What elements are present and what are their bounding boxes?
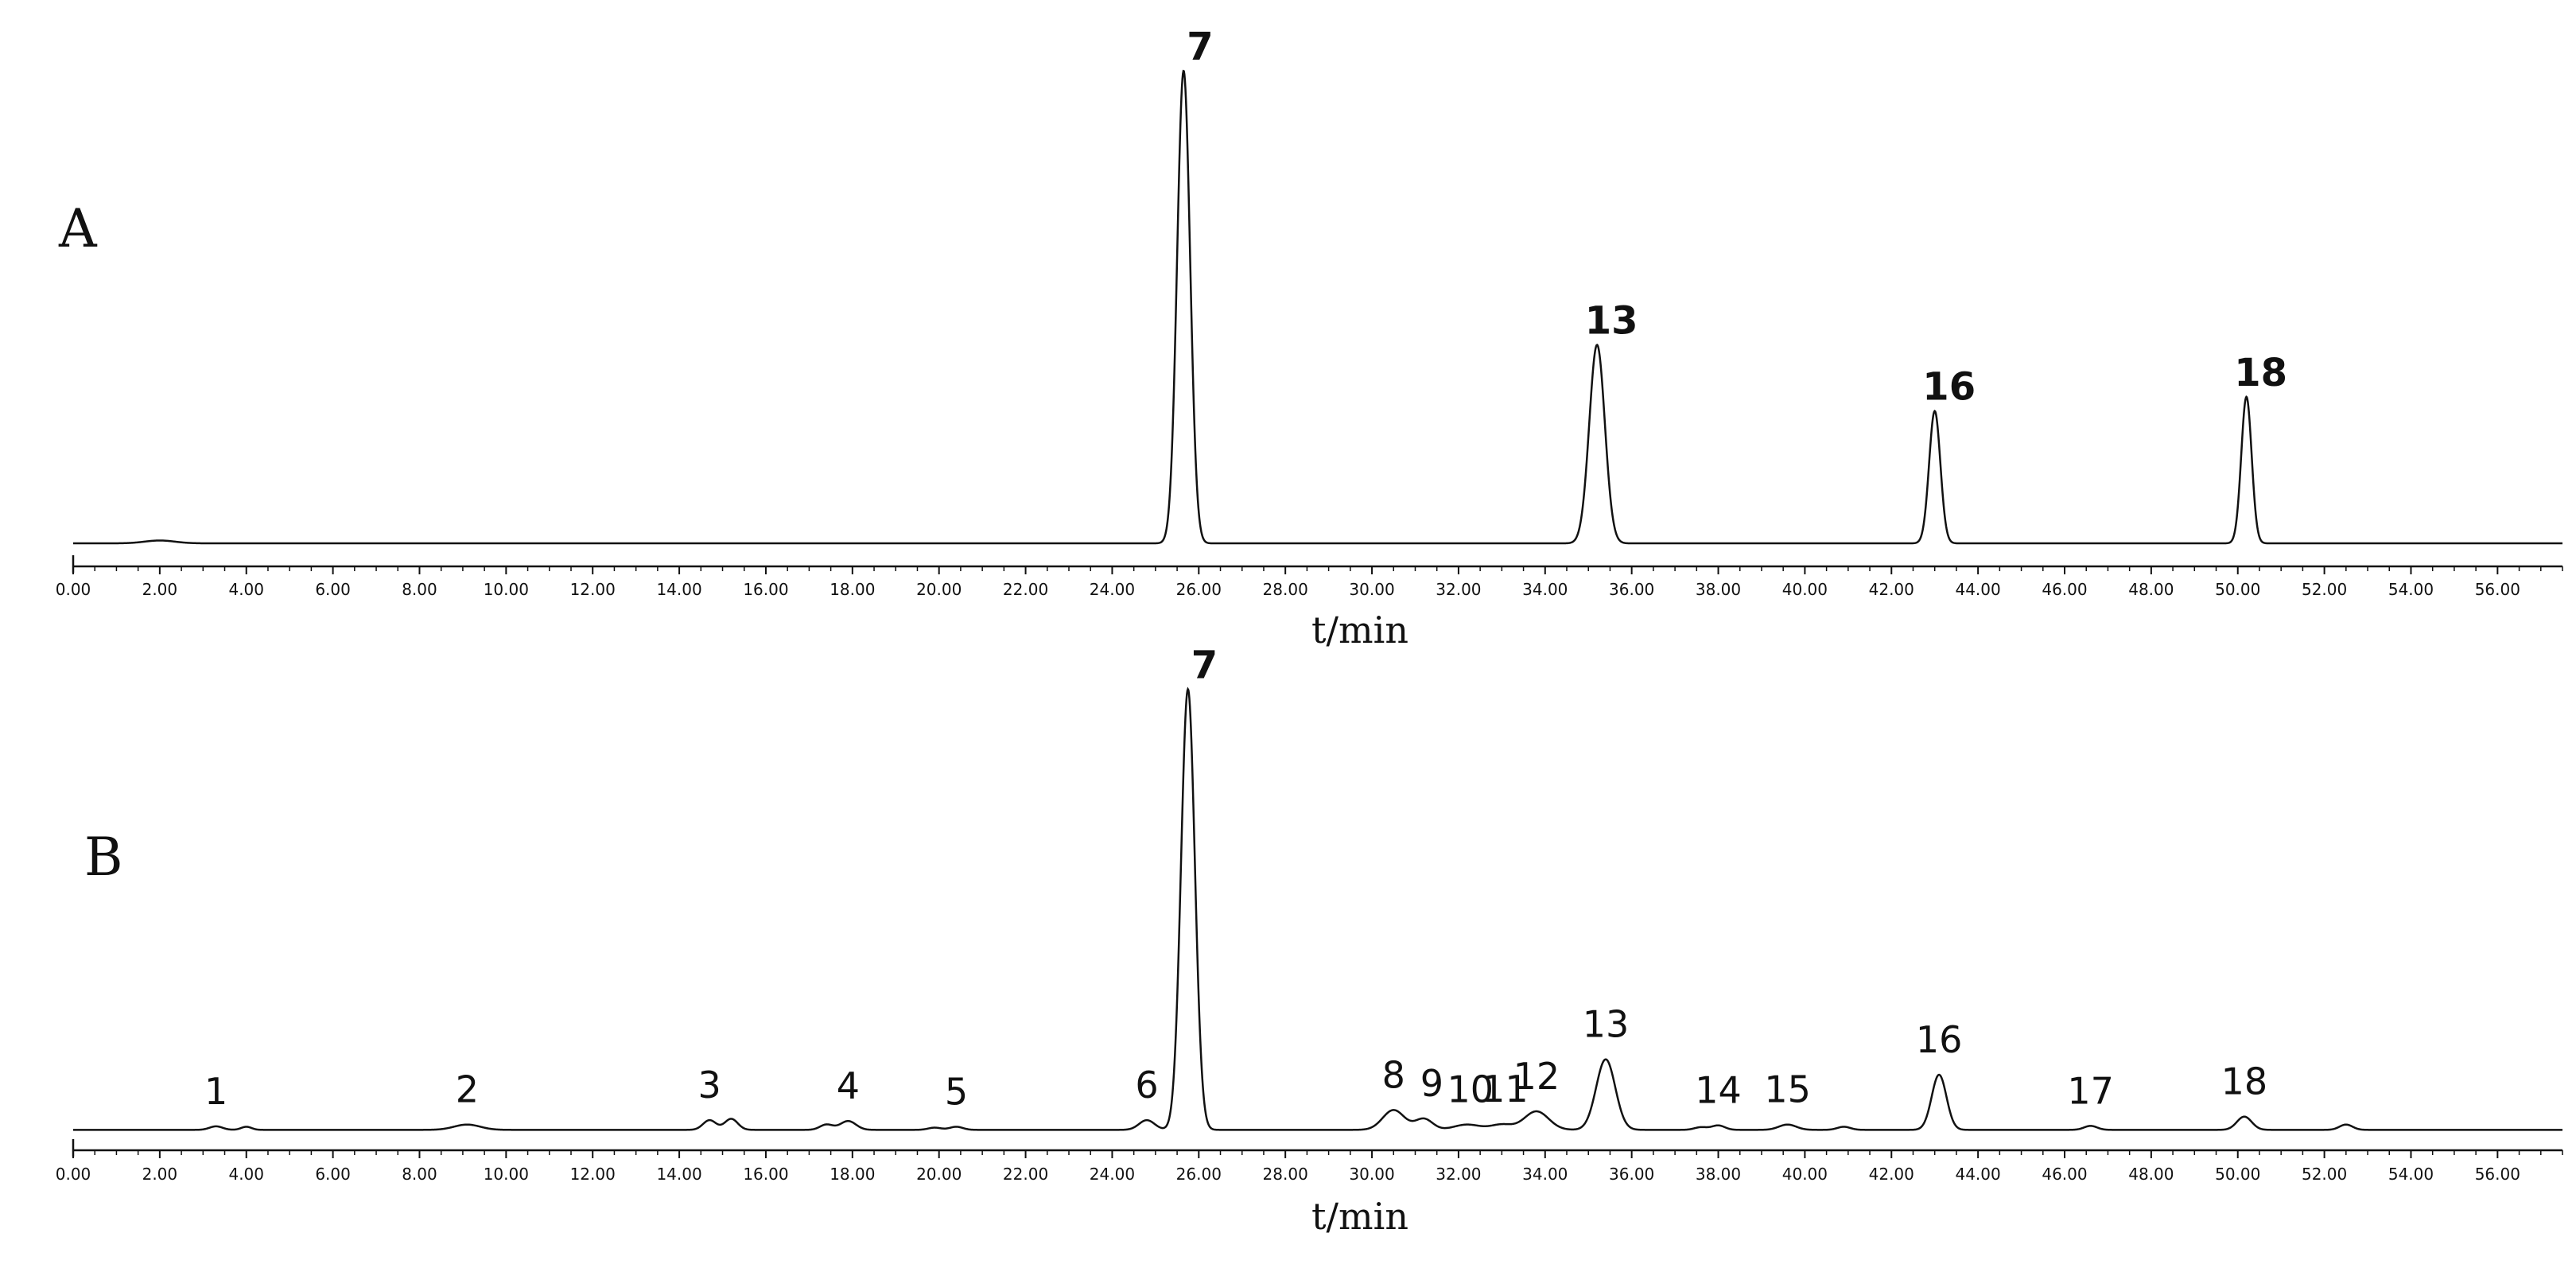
peak-label: 7 bbox=[1187, 25, 1213, 69]
peak-label: 1 bbox=[204, 1070, 227, 1113]
x-tick-label: 48.00 bbox=[2128, 1165, 2174, 1184]
x-tick-label: 42.00 bbox=[1869, 1165, 1914, 1184]
x-tick-label: 40.00 bbox=[1782, 1165, 1828, 1184]
x-tick-label: 2.00 bbox=[142, 580, 178, 599]
panel-b-trace bbox=[73, 687, 2562, 1131]
x-tick-label: 28.00 bbox=[1263, 1165, 1308, 1184]
peak-label: 3 bbox=[698, 1064, 721, 1107]
x-tick-label: 30.00 bbox=[1349, 580, 1394, 599]
x-tick-label: 32.00 bbox=[1436, 1165, 1481, 1184]
x-tick-label: 0.00 bbox=[56, 1165, 91, 1184]
x-tick-label: 18.00 bbox=[830, 1165, 875, 1184]
x-tick-label: 10.00 bbox=[484, 1165, 529, 1184]
x-tick-label: 14.00 bbox=[656, 1165, 701, 1184]
x-tick-label: 12.00 bbox=[570, 1165, 616, 1184]
x-tick-label: 44.00 bbox=[1955, 580, 2000, 599]
peak-label: 18 bbox=[2221, 1060, 2268, 1103]
x-tick-label: 46.00 bbox=[2042, 580, 2087, 599]
panel-b-letter: B bbox=[84, 827, 123, 888]
peak-label: 5 bbox=[945, 1070, 968, 1113]
peak-label: 7 bbox=[1191, 643, 1218, 687]
x-tick-label: 34.00 bbox=[1522, 1165, 1568, 1184]
peak-label: 9 bbox=[1420, 1062, 1443, 1105]
x-tick-label: 0.00 bbox=[56, 580, 91, 599]
panel-a-peak-labels: 7 13 16 18 bbox=[1187, 25, 2287, 410]
peak-label: 16 bbox=[1922, 365, 1976, 410]
x-tick-label: 26.00 bbox=[1176, 580, 1222, 599]
peak-label: 14 bbox=[1695, 1069, 1742, 1112]
x-tick-label: 56.00 bbox=[2475, 1165, 2520, 1184]
peak-label: 12 bbox=[1513, 1055, 1560, 1098]
x-tick-label: 34.00 bbox=[1522, 580, 1568, 599]
panel-b-x-axis-label: t/min bbox=[1311, 1195, 1408, 1238]
x-tick-label: 16.00 bbox=[743, 580, 788, 599]
x-tick-label: 26.00 bbox=[1176, 1165, 1222, 1184]
peak-label: 18 bbox=[2234, 351, 2287, 395]
x-tick-label: 2.00 bbox=[142, 1165, 178, 1184]
peak-label: 15 bbox=[1764, 1068, 1811, 1111]
x-tick-label: 32.00 bbox=[1436, 580, 1481, 599]
x-tick-label: 52.00 bbox=[2302, 1165, 2347, 1184]
x-tick-label: 6.00 bbox=[315, 580, 351, 599]
x-tick-label: 28.00 bbox=[1263, 580, 1308, 599]
x-tick-label: 56.00 bbox=[2475, 580, 2520, 599]
x-tick-label: 12.00 bbox=[570, 580, 616, 599]
panel-b: B 0.00 2.00 4.00 6.00 8.00 10.00 12.00 14.00 16.… bbox=[56, 643, 2563, 1238]
x-tick-label: 20.00 bbox=[916, 1165, 962, 1184]
x-tick-label: 54.00 bbox=[2388, 1165, 2434, 1184]
x-tick-label: 52.00 bbox=[2302, 580, 2347, 599]
x-tick-label: 24.00 bbox=[1090, 580, 1135, 599]
x-tick-label: 50.00 bbox=[2215, 580, 2260, 599]
peak-label: 10 bbox=[1447, 1068, 1494, 1111]
x-tick-label: 24.00 bbox=[1090, 1165, 1135, 1184]
x-tick-label: 22.00 bbox=[1003, 580, 1048, 599]
peak-label: 11 bbox=[1482, 1068, 1529, 1110]
panel-a-letter: A bbox=[58, 198, 98, 259]
x-tick-label: 8.00 bbox=[402, 580, 437, 599]
peak-label: 2 bbox=[456, 1068, 479, 1111]
x-tick-label: 36.00 bbox=[1609, 1165, 1654, 1184]
x-tick-label: 4.00 bbox=[228, 580, 264, 599]
peak-label: 13 bbox=[1583, 1003, 1630, 1046]
x-tick-label: 46.00 bbox=[2042, 1165, 2087, 1184]
x-tick-label: 22.00 bbox=[1003, 1165, 1048, 1184]
x-tick-label: 36.00 bbox=[1609, 580, 1654, 599]
x-tick-label: 4.00 bbox=[228, 1165, 264, 1184]
x-tick-label: 50.00 bbox=[2215, 1165, 2260, 1184]
x-tick-label: 8.00 bbox=[402, 1165, 437, 1184]
x-tick-label: 38.00 bbox=[1696, 1165, 1741, 1184]
x-tick-label: 6.00 bbox=[315, 1165, 351, 1184]
peak-label: 16 bbox=[1916, 1018, 1963, 1061]
x-tick-label: 40.00 bbox=[1782, 580, 1828, 599]
panel-a-x-axis-label: t/min bbox=[1311, 609, 1408, 652]
panel-a-trace bbox=[73, 69, 2562, 545]
peak-label: 13 bbox=[1585, 299, 1638, 344]
x-tick-label: 16.00 bbox=[743, 1165, 788, 1184]
panel-a: A 0.00 2.00 4.00 6.00 8.00 10.00 12.00 14.00 16.… bbox=[56, 25, 2563, 652]
x-tick-label: 18.00 bbox=[830, 580, 875, 599]
x-tick-label: 30.00 bbox=[1349, 1165, 1394, 1184]
panel-a-x-axis: 0.00 2.00 4.00 6.00 8.00 10.00 12.00 14.00 16.00… bbox=[56, 555, 2563, 599]
x-tick-label: 48.00 bbox=[2128, 580, 2174, 599]
peak-label: 8 bbox=[1382, 1053, 1405, 1096]
peak-label: 17 bbox=[2067, 1069, 2114, 1112]
x-tick-label: 42.00 bbox=[1869, 580, 1914, 599]
x-tick-label: 10.00 bbox=[484, 580, 529, 599]
x-tick-label: 44.00 bbox=[1955, 1165, 2000, 1184]
x-tick-label: 38.00 bbox=[1696, 580, 1741, 599]
x-tick-label: 20.00 bbox=[916, 580, 962, 599]
peak-label: 4 bbox=[837, 1064, 860, 1107]
x-tick-label: 14.00 bbox=[656, 580, 701, 599]
panel-b-x-axis: 0.00 2.00 4.00 6.00 8.00 10.00 12.00 14.00 16.00… bbox=[56, 1139, 2563, 1184]
peak-label: 6 bbox=[1135, 1064, 1158, 1107]
x-tick-label: 54.00 bbox=[2388, 580, 2434, 599]
